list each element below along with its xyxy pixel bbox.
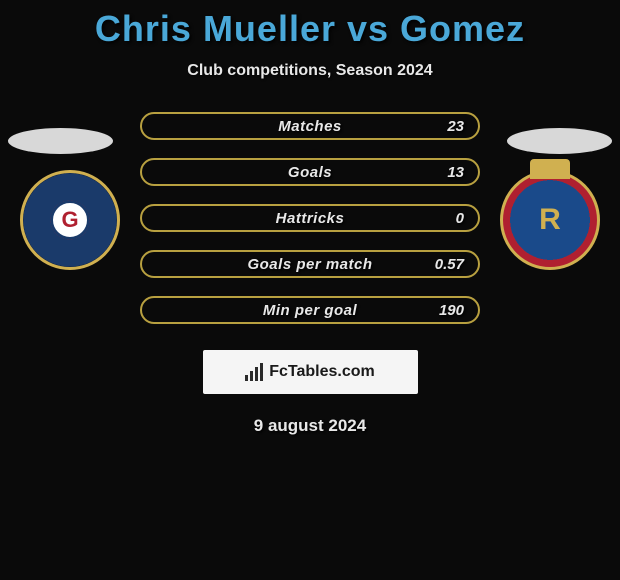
stat-row: Hattricks 0 (0, 204, 620, 232)
stat-pill: Min per goal 190 (140, 296, 480, 324)
page-subtitle: Club competitions, Season 2024 (0, 62, 620, 80)
brand-badge[interactable]: FcTables.com (203, 350, 418, 394)
stat-row: Min per goal 190 (0, 296, 620, 324)
stat-value: 190 (439, 302, 464, 319)
chart-icon (245, 363, 263, 381)
stat-pill: Hattricks 0 (140, 204, 480, 232)
stat-pill: Matches 23 (140, 112, 480, 140)
stat-label: Goals per match (247, 256, 372, 273)
stat-row: Goals per match 0.57 (0, 250, 620, 278)
stat-row: Matches 23 (0, 112, 620, 140)
page-title: Chris Mueller vs Gomez (0, 8, 620, 50)
stat-pill: Goals per match 0.57 (140, 250, 480, 278)
stat-value: 13 (447, 164, 464, 181)
brand-text: FcTables.com (269, 363, 375, 381)
comparison-card: Chris Mueller vs Gomez Club competitions… (0, 0, 620, 436)
stat-label: Hattricks (276, 210, 345, 227)
stat-value: 23 (447, 118, 464, 135)
stat-label: Min per goal (263, 302, 357, 319)
stat-value: 0 (456, 210, 464, 227)
stat-row: Goals 13 (0, 158, 620, 186)
date-label: 9 august 2024 (0, 416, 620, 436)
stat-value: 0.57 (435, 256, 464, 273)
stats-list: Matches 23 Goals 13 Hattricks 0 Goals pe… (0, 112, 620, 324)
stat-label: Matches (278, 118, 342, 135)
stat-pill: Goals 13 (140, 158, 480, 186)
stat-label: Goals (288, 164, 332, 181)
